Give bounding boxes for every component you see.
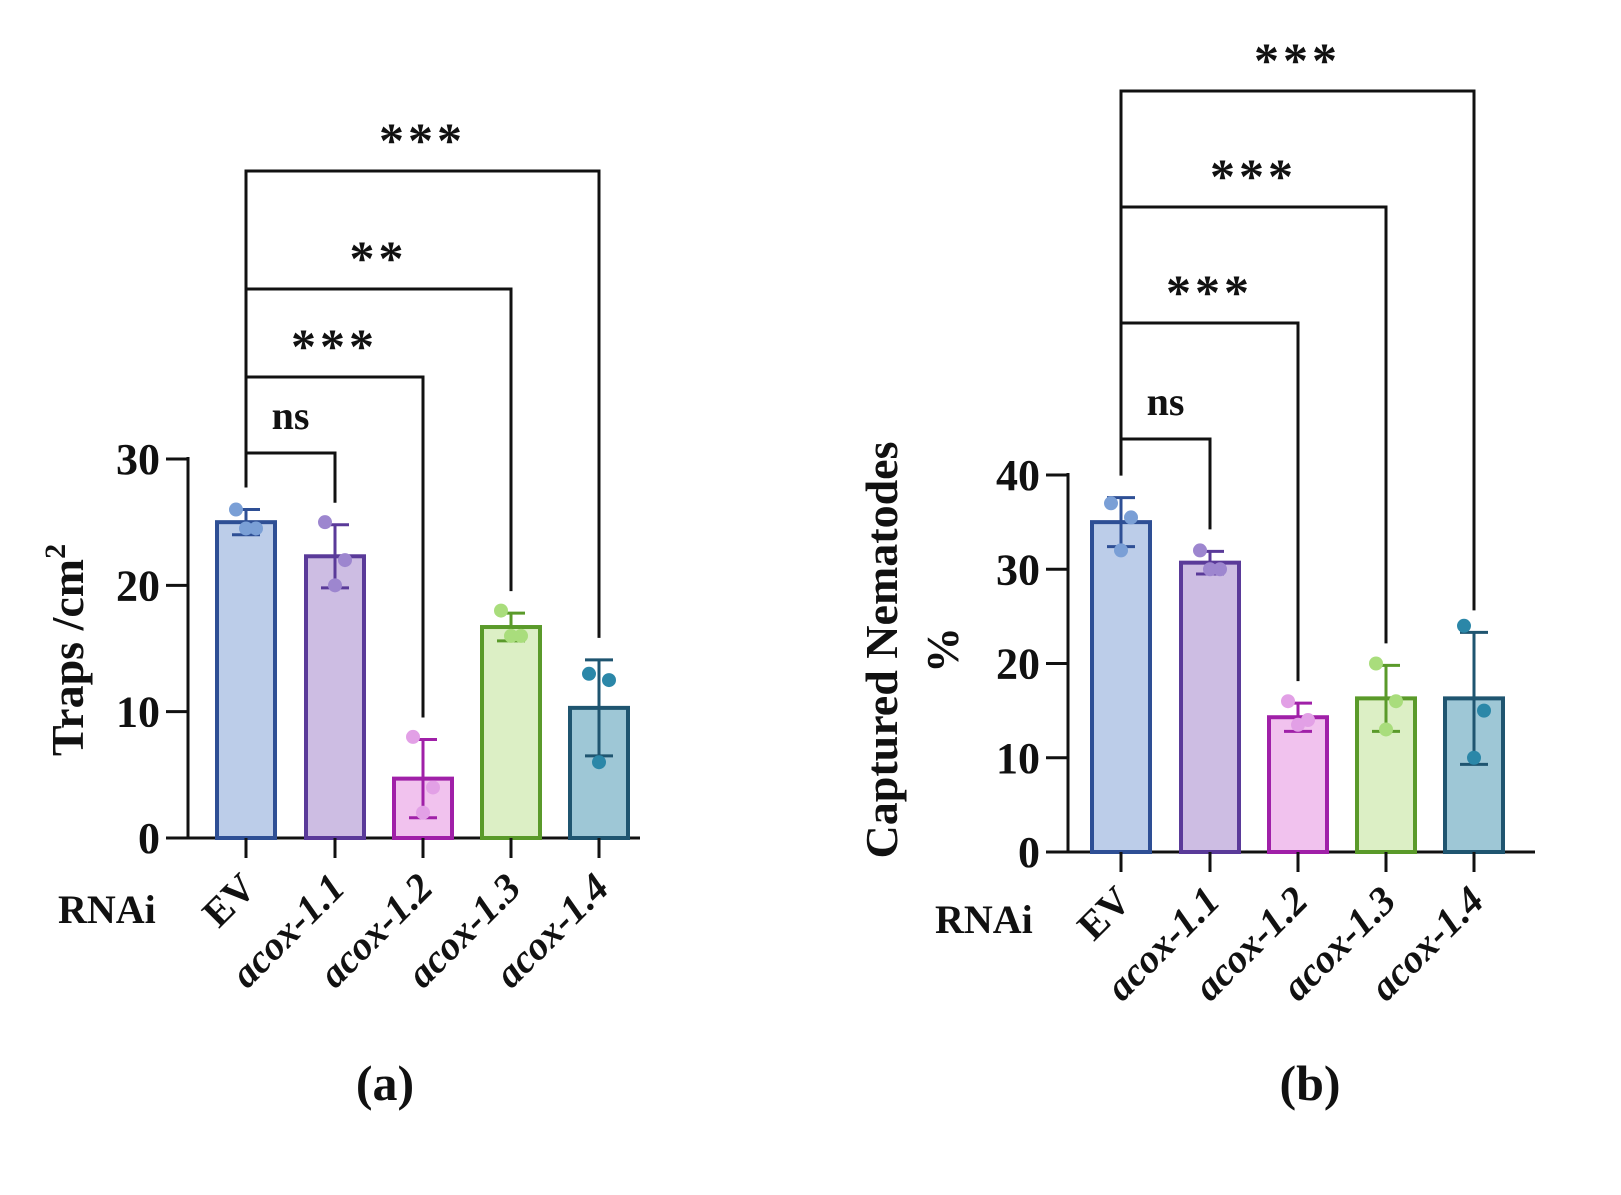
data-point-acox-1.2 (1291, 717, 1305, 732)
category-label: EV (193, 864, 264, 935)
significance-bracket (244, 169, 601, 638)
data-point-acox-1.4 (1477, 703, 1491, 718)
panel-a-chart: 0102030EVacox-1.1acox-1.2acox-1.3acox-1.… (39, 112, 640, 1111)
y-tick-label: 0 (1018, 828, 1040, 877)
data-point-acox-1.1 (1193, 543, 1207, 558)
y-tick-label: 0 (138, 814, 160, 863)
significance-bracket (244, 375, 425, 718)
data-point-acox-1.1 (318, 515, 332, 530)
significance-bracket (1119, 321, 1300, 682)
data-point-acox-1.1 (1213, 562, 1227, 577)
y-tick-label: 10 (996, 734, 1040, 783)
bar-acox-1.3 (480, 625, 542, 840)
bar-acox-1.2 (1267, 715, 1329, 854)
data-point-acox-1.3 (1379, 722, 1393, 737)
data-point-acox-1.2 (426, 780, 440, 795)
y-tick-label: 30 (996, 545, 1040, 594)
y-tick-label: 20 (996, 640, 1040, 689)
significance-bracket (244, 451, 337, 503)
data-point-acox-1.2 (406, 729, 420, 744)
significance-bracket (1119, 437, 1212, 530)
data-point-acox-1.4 (592, 755, 606, 770)
significance-bracket (1119, 205, 1388, 644)
y-axis-title: Captured Nematodes (856, 442, 907, 859)
y-axis-title-superscript: 2 (39, 544, 72, 559)
significance-label: *** (1254, 32, 1341, 88)
data-point-acox-1.4 (1457, 618, 1471, 633)
y-tick-label: 10 (116, 688, 160, 737)
row-label: RNAi (935, 897, 1033, 942)
bar-acox-1.1 (304, 554, 366, 840)
significance-label: *** (1166, 264, 1253, 320)
data-point-EV (229, 502, 243, 517)
significance-bracket (1119, 89, 1476, 611)
significance-label: ns (272, 393, 310, 438)
panel-label: (a) (356, 1055, 414, 1111)
data-point-acox-1.1 (1203, 562, 1217, 577)
data-point-acox-1.2 (1281, 694, 1295, 709)
y-tick-label: 20 (116, 561, 160, 610)
data-point-acox-1.3 (514, 628, 528, 643)
data-point-acox-1.3 (504, 628, 518, 643)
bar-EV (1090, 520, 1152, 854)
significance-label: *** (379, 112, 466, 168)
data-point-acox-1.1 (328, 578, 342, 593)
panel-b-chart: 010203040EVacox-1.1acox-1.2acox-1.3acox-… (856, 32, 1535, 1111)
panel-label: (b) (1279, 1055, 1340, 1111)
data-point-EV (1124, 510, 1138, 525)
y-axis-title-unit: % (917, 627, 968, 673)
y-tick-label: 40 (996, 451, 1040, 500)
y-axis-title: Traps /cm2 (39, 544, 93, 756)
significance-label: ** (350, 230, 408, 286)
bar-acox-1.1 (1179, 560, 1241, 855)
data-point-EV (249, 521, 263, 536)
significance-label: ns (1147, 379, 1185, 424)
category-label: EV (1068, 877, 1139, 948)
y-axis-title-text: Traps /cm (42, 559, 93, 756)
y-tick-label: 30 (116, 435, 160, 484)
data-point-acox-1.2 (416, 805, 430, 820)
row-label: RNAi (58, 887, 156, 932)
data-point-acox-1.3 (1369, 656, 1383, 671)
bar-EV (215, 520, 277, 841)
data-point-acox-1.4 (582, 666, 596, 681)
data-point-acox-1.1 (338, 553, 352, 568)
significance-label: *** (291, 318, 378, 374)
significance-bracket (244, 287, 513, 592)
data-point-EV (1114, 543, 1128, 558)
data-point-acox-1.3 (494, 603, 508, 618)
significance-label: *** (1210, 148, 1297, 204)
data-point-acox-1.3 (1389, 694, 1403, 709)
data-point-EV (239, 521, 253, 536)
data-point-EV (1104, 496, 1118, 511)
data-point-acox-1.4 (602, 673, 616, 688)
data-point-acox-1.4 (1467, 750, 1481, 765)
